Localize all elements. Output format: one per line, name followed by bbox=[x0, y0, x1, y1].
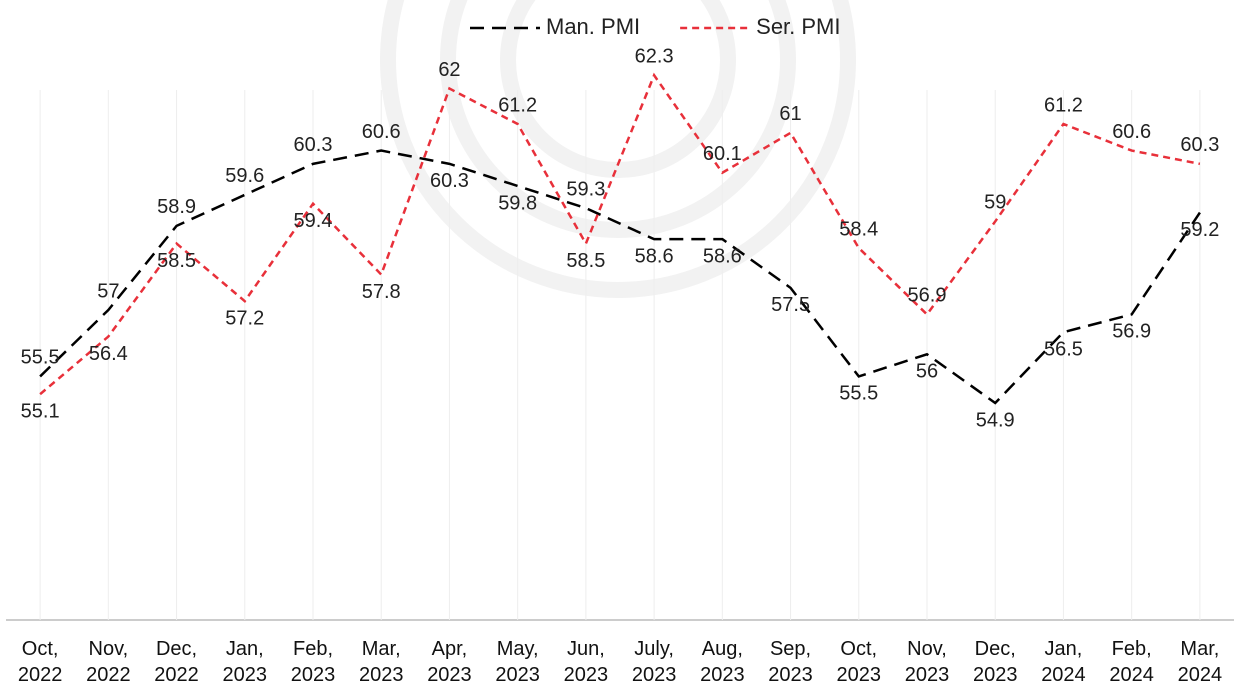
data-label: 58.4 bbox=[839, 218, 878, 240]
data-label: 60.3 bbox=[294, 134, 333, 156]
data-label: 60.6 bbox=[1112, 121, 1151, 143]
data-label: 62.3 bbox=[635, 46, 674, 68]
x-tick-label: Aug, 2023 bbox=[700, 638, 745, 686]
data-label: 58.9 bbox=[157, 196, 196, 218]
x-tick-label: Jan, 2024 bbox=[1041, 638, 1086, 686]
data-label: 59.2 bbox=[1180, 219, 1219, 241]
legend-label: Man. PMI bbox=[546, 14, 640, 39]
x-tick-label: Feb, 2024 bbox=[1109, 638, 1154, 686]
data-label: 56.5 bbox=[1044, 338, 1083, 360]
watermark bbox=[380, 0, 856, 298]
x-tick-label: Dec, 2023 bbox=[972, 638, 1018, 686]
data-label: 62 bbox=[438, 59, 460, 81]
data-label: 58.5 bbox=[566, 250, 605, 272]
x-tick-label: Mar, 2023 bbox=[358, 638, 404, 686]
x-tick-label: Sep, 2023 bbox=[768, 638, 813, 686]
data-label: 57.5 bbox=[771, 294, 810, 316]
x-tick-label: Feb, 2023 bbox=[290, 638, 336, 686]
data-label: 56.9 bbox=[1112, 321, 1151, 343]
data-label: 61.2 bbox=[1044, 94, 1083, 116]
x-tick-label: May, 2023 bbox=[495, 638, 540, 686]
data-label: 60.1 bbox=[703, 143, 742, 165]
x-tick-label: Nov, 2022 bbox=[86, 638, 131, 686]
x-tick-label: Dec, 2022 bbox=[154, 638, 199, 686]
x-tick-label: Jan, 2023 bbox=[222, 638, 268, 686]
data-label: 57.2 bbox=[225, 307, 264, 329]
data-label: 61.2 bbox=[498, 94, 537, 116]
data-label: 54.9 bbox=[976, 409, 1015, 431]
data-label: 56.9 bbox=[908, 285, 947, 307]
data-label: 56 bbox=[916, 361, 938, 383]
data-label: 59.4 bbox=[294, 210, 333, 232]
data-label: 60.6 bbox=[362, 121, 401, 143]
data-label: 58.5 bbox=[157, 250, 196, 272]
data-label: 60.3 bbox=[1180, 134, 1219, 156]
x-tick-label: Jun, 2023 bbox=[563, 638, 609, 686]
x-tick-label: Nov, 2023 bbox=[904, 638, 950, 686]
legend-label: Ser. PMI bbox=[756, 14, 840, 39]
series-line bbox=[39, 72, 1201, 396]
data-label: 59 bbox=[984, 192, 1006, 214]
series-line bbox=[39, 149, 1201, 405]
data-label: 58.6 bbox=[703, 245, 742, 267]
data-label: 57 bbox=[97, 280, 119, 302]
data-label: 56.4 bbox=[89, 343, 128, 365]
data-label: 55.1 bbox=[21, 400, 60, 422]
x-tick-label: Oct, 2023 bbox=[836, 638, 882, 686]
data-label: 59.8 bbox=[498, 192, 537, 214]
data-label: 58.6 bbox=[635, 245, 674, 267]
data-label: 60.3 bbox=[430, 170, 469, 192]
data-label: 59.6 bbox=[225, 165, 264, 187]
data-label: 57.8 bbox=[362, 281, 401, 303]
x-tick-label: Apr, 2023 bbox=[427, 638, 472, 686]
x-tick-label: Oct, 2022 bbox=[17, 638, 63, 686]
x-tick-label: July, 2023 bbox=[631, 638, 677, 686]
x-tick-label: Mar, 2024 bbox=[1177, 638, 1223, 686]
data-label: 55.5 bbox=[21, 347, 60, 369]
data-label: 55.5 bbox=[839, 383, 878, 405]
data-label: 59.3 bbox=[566, 178, 605, 200]
data-label: 61 bbox=[779, 103, 801, 125]
